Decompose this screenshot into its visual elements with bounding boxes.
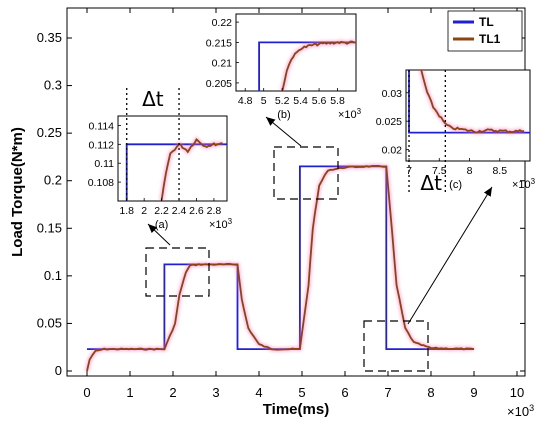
inset-b: 4.8 5 5.2 5.4 5.6 5.8 0.22 0.215 0.21 0.205 (b) ×10… [206,13,362,121]
inset-x-tick-label: 2.4 [172,205,187,217]
inset-x-tick-label: 8 [467,165,473,177]
legend-label-tl: TL [479,15,494,29]
inset-y-tick-label: 0.025 [376,116,402,128]
y-tick-label: 0.2 [44,173,62,188]
inset-x-tick-label: 2.6 [189,205,204,217]
main-axis-ticks: 0 1 2 3 4 5 6 7 8 9 10 0 0.05 0.1 0.15 0.2 0.25 0.3 0.35 [37,8,525,400]
inset-y-tick-label: 0.22 [212,17,233,29]
inset-caption: (b) [277,109,290,121]
x-multiplier: ×103 [507,403,534,419]
main-series-group [85,163,475,372]
x-tick-label: 2 [169,385,176,400]
inset-series [258,39,356,91]
y-tick-label: 0.1 [44,268,62,283]
inset-y-tick-label: 0.112 [89,139,115,151]
x-tick-label: 1 [126,385,133,400]
insets-group: 1.8 2 2.2 2.4 2.6 2.8 0.114 0.112 0.11 0.108 (a) ×1… [88,13,536,231]
inset-caption: (c) [449,179,462,191]
inset-x-tick-label: 1.8 [119,205,134,217]
inset-x-tick-label: 2 [141,205,147,217]
inset-x-multiplier: ×103 [512,177,536,191]
inset-line-tl [258,41,356,91]
zoom-box-c [363,320,429,372]
x-tick-label: 4 [255,385,262,400]
inset-y-tick-label: 0.21 [212,58,233,70]
inset-x-tick-label: 2.8 [207,205,222,217]
inset-x-tick-label: 7.5 [432,165,447,177]
inset-x-tick-label: 8.5 [492,165,507,177]
y-tick-label: 0.25 [37,125,62,140]
legend-box [447,10,523,52]
inset-frame [117,115,228,202]
inset-y-tick-label: 0.205 [206,78,232,90]
y-tick-label: 0.05 [37,315,62,330]
legend: TL TL1 [447,10,523,52]
y-axis-label: Load Torque(N*m) [9,127,26,257]
y-tick-label: 0.35 [37,30,62,45]
delta-t-label: Δt [420,171,442,195]
inset-y-tick-label: 0.02 [382,145,403,157]
inset-y-tick-label: 0.108 [88,177,114,189]
inset-line-tl1 [281,40,356,91]
arrow-to-inset-a [147,223,171,246]
x-tick-label: 8 [427,385,434,400]
y-tick-label: 0.3 [44,78,62,93]
inset-y-tick-label: 0.114 [89,120,115,132]
inset-caption: (a) [155,219,168,231]
arrow-to-inset-b [265,116,302,147]
series-line-tl1 [86,165,475,372]
x-tick-label: 5 [298,385,305,400]
inset-x-tick-label: 4.8 [238,95,253,107]
inset-x-tick-label: 5.4 [293,95,308,107]
x-tick-label: 3 [212,385,219,400]
arrow-to-inset-c [407,186,493,325]
inset-y-tick-label: 0.11 [94,158,114,170]
inset-x-multiplier: ×103 [338,107,362,121]
y-tick-label: 0.15 [37,220,62,235]
legend-label-tl1: TL1 [479,32,501,46]
inset-x-tick-label: 5.2 [275,95,290,107]
inset-x-tick-label: 2.2 [154,205,169,217]
x-tick-label: 9 [470,385,477,400]
inset-x-multiplier: ×103 [209,217,233,231]
x-tick-label: 6 [341,385,348,400]
x-tick-label: 10 [510,385,524,400]
inset-x-tick-label: 5 [261,95,267,107]
x-tick-label: 7 [384,385,391,400]
inset-x-tick-label: 5.6 [312,95,327,107]
x-axis-label: Time(ms) [263,401,329,418]
delta-t-label: Δt [142,87,164,111]
inset-y-tick-label: 0.03 [382,88,403,100]
inset-line-tl1 [160,137,223,201]
zoom-box-a [145,247,210,297]
inset-a: 1.8 2 2.2 2.4 2.6 2.8 0.114 0.112 0.11 0.108 (a) ×1… [88,87,233,231]
x-tick-label: 0 [83,385,90,400]
inset-x-tick-label: 5.8 [330,95,345,107]
inset-line-tl1 [420,70,525,134]
zoom-box-b [273,146,339,200]
inset-y-tick-label: 0.215 [206,37,232,49]
y-tick-label: 0 [55,363,62,378]
